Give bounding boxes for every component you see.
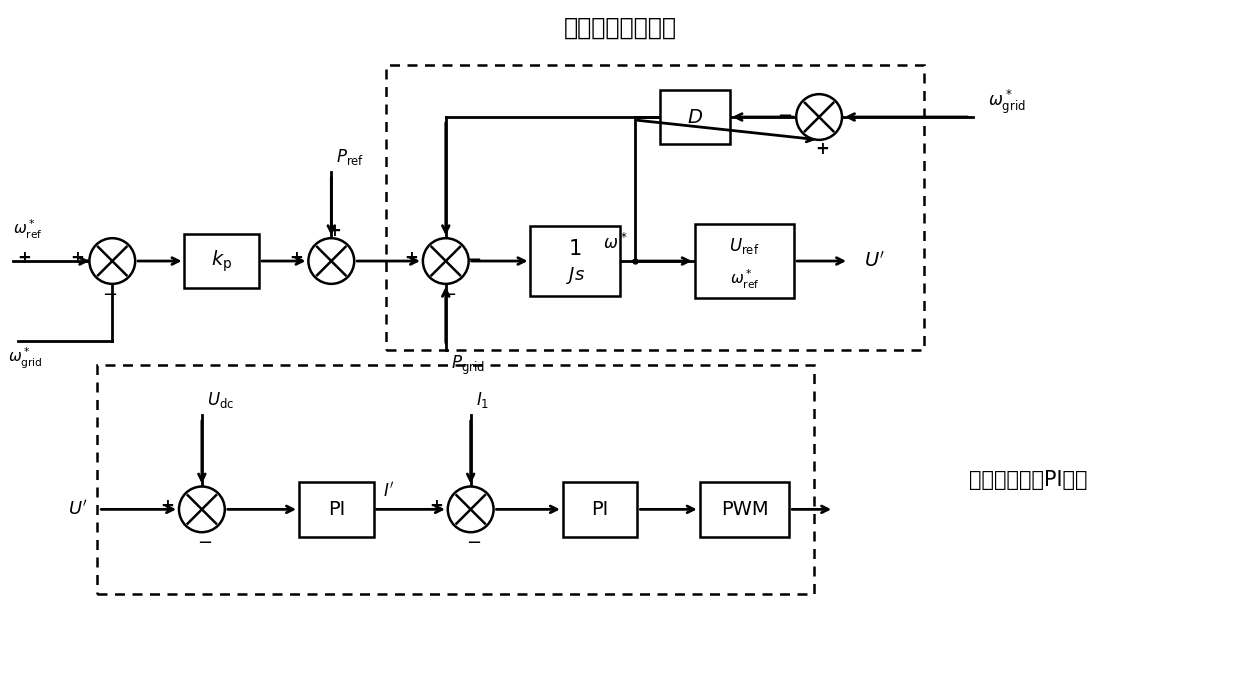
Text: $-$: $-$ [776, 105, 792, 123]
Text: $U'$: $U'$ [864, 251, 885, 271]
Text: $\omega^*_{\rm grid}$: $\omega^*_{\rm grid}$ [7, 346, 42, 371]
Bar [694, 224, 794, 298]
Text: $P_{\rm grid}$: $P_{\rm grid}$ [451, 353, 485, 377]
Text: PWM: PWM [720, 500, 769, 519]
Text: $I_1$: $I_1$ [476, 390, 489, 410]
Text: PI: PI [327, 500, 345, 519]
Text: +: + [160, 497, 174, 516]
Bar [699, 482, 789, 537]
Text: $-$: $-$ [102, 284, 117, 302]
Text: +: + [17, 249, 31, 267]
Bar [386, 65, 924, 351]
Text: $k_{\rm p}$: $k_{\rm p}$ [211, 249, 232, 274]
Text: $-$: $-$ [441, 284, 456, 302]
Text: $-$: $-$ [466, 249, 481, 267]
Circle shape [796, 94, 842, 140]
Text: $P_{\rm ref}$: $P_{\rm ref}$ [336, 146, 365, 167]
Bar [299, 482, 373, 537]
Text: +: + [429, 497, 443, 516]
Circle shape [179, 486, 224, 533]
Text: $-$: $-$ [197, 532, 212, 550]
Text: $I'$: $I'$ [383, 482, 394, 501]
Text: $U'$: $U'$ [68, 500, 87, 519]
Bar [563, 482, 637, 537]
Bar [185, 234, 259, 288]
Circle shape [423, 238, 469, 284]
Circle shape [309, 238, 355, 284]
Text: +: + [327, 222, 341, 240]
Text: $\omega^*$: $\omega^*$ [603, 233, 627, 253]
Text: $-$: $-$ [466, 532, 481, 550]
Text: $D$: $D$ [687, 108, 703, 127]
Text: $\omega^*_{\rm ref}$: $\omega^*_{\rm ref}$ [729, 268, 759, 291]
Bar [660, 90, 729, 144]
Circle shape [89, 238, 135, 284]
Bar [98, 365, 815, 594]
Text: 电压电流双环PI控制: 电压电流双环PI控制 [968, 470, 1087, 490]
Text: $Js$: $Js$ [565, 266, 585, 287]
Text: 1: 1 [569, 239, 582, 259]
Text: +: + [404, 249, 418, 267]
Bar [531, 226, 620, 296]
Text: +: + [815, 140, 830, 158]
Text: +: + [71, 249, 84, 267]
Text: 虚拟惯性阻尼控制: 虚拟惯性阻尼控制 [563, 16, 677, 39]
Text: PI: PI [591, 500, 609, 519]
Text: +: + [289, 249, 304, 267]
Text: $\omega^*_{\rm ref}$: $\omega^*_{\rm ref}$ [12, 218, 42, 241]
Text: $\omega^*_{\rm grid}$: $\omega^*_{\rm grid}$ [988, 88, 1025, 116]
Text: $U_{\rm dc}$: $U_{\rm dc}$ [207, 390, 234, 410]
Text: $U_{\rm ref}$: $U_{\rm ref}$ [729, 236, 760, 256]
Circle shape [448, 486, 494, 533]
